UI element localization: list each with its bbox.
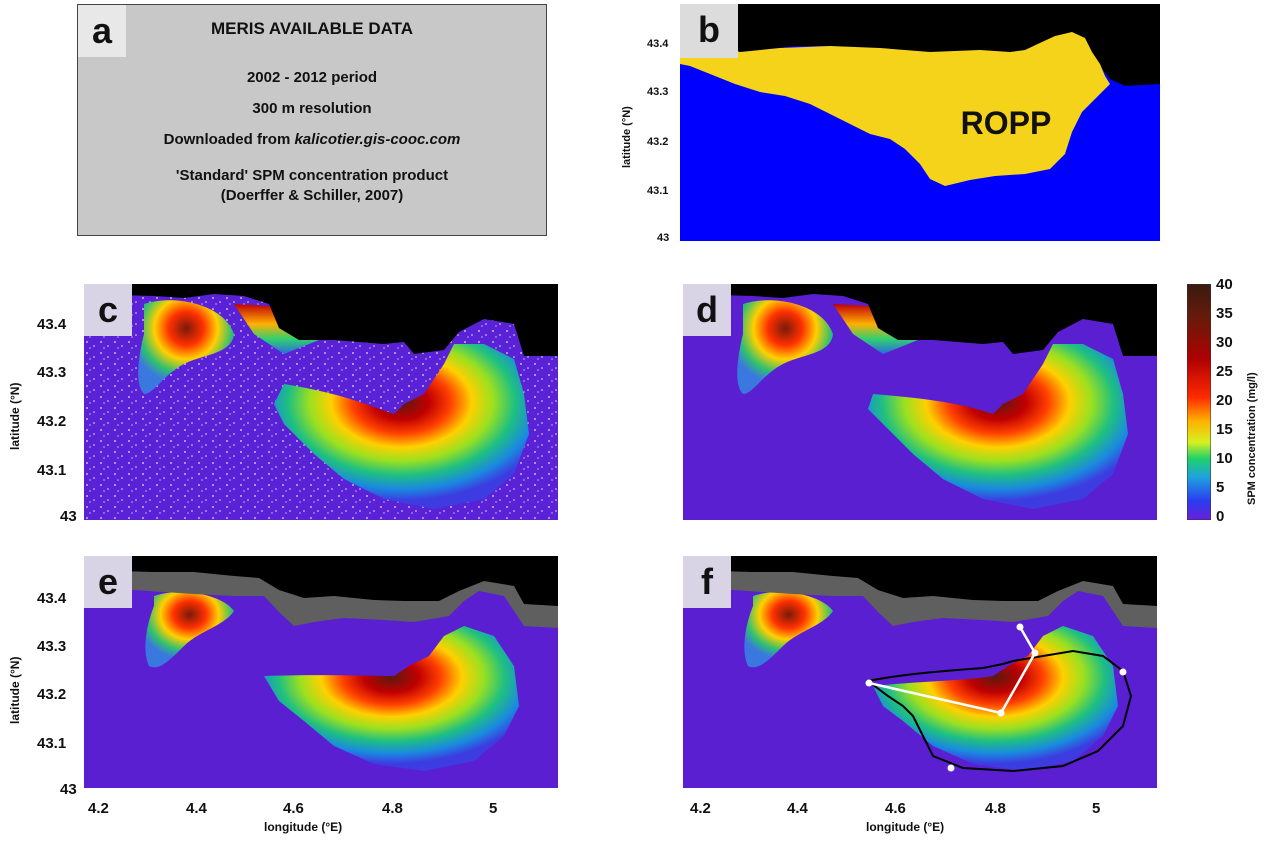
ropp-region <box>680 32 1110 186</box>
e-ytick-2: 43.2 <box>37 686 67 703</box>
info-reference: (Doerffer & Schiller, 2007) <box>220 187 404 204</box>
spm-map-filtered <box>683 284 1157 520</box>
cb-tick-35: 35 <box>1216 305 1233 322</box>
info-resolution: 300 m resolution <box>252 100 372 117</box>
land-area <box>84 284 558 356</box>
spm-map-raw <box>84 284 558 520</box>
panel-label-d: d <box>683 284 731 336</box>
cb-tick-5: 5 <box>1216 479 1225 496</box>
ropp-map: ROPP <box>680 4 1160 241</box>
e-ytick-3: 43.1 <box>37 735 67 752</box>
rhone-plume <box>873 626 1118 771</box>
boundary-point-south <box>947 764 955 772</box>
f-xtick-4: 5 <box>1092 800 1101 817</box>
e-ytick-1: 43.3 <box>37 638 67 655</box>
info-source: Downloaded from kalicotier.gis-cooc.com <box>78 131 546 148</box>
cb-tick-15: 15 <box>1216 421 1233 438</box>
land-area <box>84 556 558 606</box>
colorbar-label: SPM concentration (mg/l) <box>1246 372 1258 505</box>
map-panel-b: ROPP b <box>680 4 1160 241</box>
transect-point-west <box>865 679 873 687</box>
e-ylabel: latitude (°N) <box>8 656 22 724</box>
cb-tick-0: 0 <box>1216 508 1225 525</box>
c-ytick-3: 43.1 <box>37 462 67 479</box>
cb-tick-10: 10 <box>1216 450 1233 467</box>
c-ytick-4: 43 <box>60 508 77 525</box>
info-source-link[interactable]: kalicotier.gis-cooc.com <box>294 131 461 148</box>
coastal-plume-west <box>744 591 833 668</box>
e-xtick-0: 4.2 <box>88 800 109 817</box>
b-ytick-1: 43.3 <box>647 86 669 98</box>
f-xtick-2: 4.6 <box>885 800 906 817</box>
transect-point-north <box>1031 649 1039 657</box>
land-area <box>680 4 1160 86</box>
info-product: 'Standard' SPM concentration product <box>175 167 449 184</box>
b-ytick-4: 43 <box>657 232 670 244</box>
spm-map-ropp-boundary <box>683 556 1157 788</box>
panel-label-f: f <box>683 556 731 608</box>
cb-tick-30: 30 <box>1216 334 1233 351</box>
info-source-prefix: Downloaded from <box>163 131 295 148</box>
land-area <box>683 556 1157 606</box>
land-area <box>683 284 1157 356</box>
ropp-boundary <box>865 649 1133 773</box>
b-ytick-0: 43.4 <box>647 38 669 50</box>
panel-label-c: c <box>84 284 132 336</box>
cb-tick-40: 40 <box>1216 276 1233 293</box>
e-xtick-3: 4.8 <box>382 800 403 817</box>
e-xtick-1: 4.4 <box>186 800 207 817</box>
coastal-plume-west <box>737 300 833 394</box>
rhone-plume <box>274 344 529 509</box>
c-ytick-2: 43.2 <box>37 413 67 430</box>
c-ytick-0: 43.4 <box>37 316 67 333</box>
e-xtick-2: 4.6 <box>283 800 304 817</box>
info-box: a MERIS AVAILABLE DATA 2002 - 2012 perio… <box>77 4 547 236</box>
f-xlabel: longitude (°E) <box>866 820 945 834</box>
cb-tick-20: 20 <box>1216 392 1233 409</box>
map-panel-f: f <box>683 556 1157 788</box>
e-ytick-0: 43.4 <box>37 590 67 607</box>
info-period: 2002 - 2012 period <box>246 69 378 86</box>
b-ytick-2: 43.2 <box>647 136 669 148</box>
f-xtick-0: 4.2 <box>690 800 711 817</box>
rhone-plume <box>264 626 519 771</box>
c-ylabel: latitude (°N) <box>8 382 22 450</box>
cb-tick-25: 25 <box>1216 363 1233 380</box>
panel-label-a: a <box>78 5 126 57</box>
info-title: MERIS AVAILABLE DATA <box>210 19 414 38</box>
panel-label-e: e <box>84 556 132 608</box>
b-ytick-3: 43.1 <box>647 185 669 197</box>
map-panel-d: d <box>683 284 1157 520</box>
transect-point-mouth <box>1016 623 1024 631</box>
colorbar <box>1186 283 1212 521</box>
e-xtick-4: 5 <box>489 800 498 817</box>
ropp-label: ROPP <box>961 105 1052 141</box>
map-panel-e: e <box>84 556 558 788</box>
transect-point-center <box>997 709 1005 717</box>
spm-map-masked <box>84 556 558 788</box>
coastal-plume-west <box>138 300 234 394</box>
transect-line <box>868 626 1037 715</box>
panel-label-b: b <box>680 4 738 58</box>
c-ytick-1: 43.3 <box>37 364 67 381</box>
f-xtick-3: 4.8 <box>985 800 1006 817</box>
coastal-plume-west <box>145 591 234 668</box>
boundary-point-east <box>1119 668 1127 676</box>
b-ylabel: latitude (°N) <box>621 106 633 168</box>
colorbar-gradient <box>1186 283 1212 521</box>
e-ytick-4: 43 <box>60 781 77 798</box>
e-xlabel: longitude (°E) <box>264 820 343 834</box>
map-panel-c: c <box>84 284 558 520</box>
rhone-plume <box>868 344 1128 509</box>
f-xtick-1: 4.4 <box>787 800 808 817</box>
